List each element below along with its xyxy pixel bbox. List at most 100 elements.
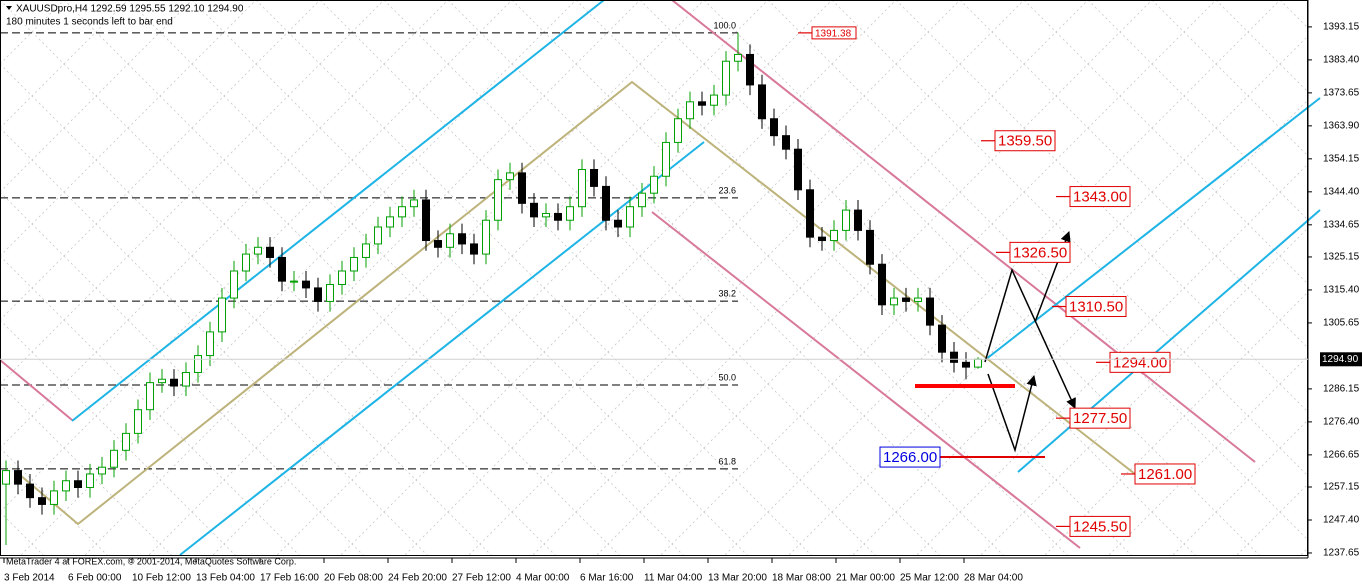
candle-body [914,297,922,302]
channel-line [1017,209,1321,473]
candle-body [338,270,346,286]
candle-body [170,378,178,387]
candle-body [266,246,274,258]
price-label: 1277.50 [1073,410,1127,427]
price-label-box [1134,463,1196,485]
fibo-label: 50.0 [718,372,736,382]
price-label: 1343.00 [1073,189,1127,206]
candle-body [2,470,10,485]
candle-body [410,199,418,208]
y-tick-label: 1315.40 [1323,285,1360,296]
candle-body [602,185,610,221]
channel-line [671,0,1256,463]
candle-body [866,229,874,265]
y-tick-label: 1266.65 [1323,450,1360,461]
price-label: 1359.50 [998,133,1052,150]
candle-body [962,361,970,368]
candle-body [566,206,574,221]
candle-body [758,84,766,120]
candle-body [890,297,898,306]
x-tick-label: 18 Mar 08:00 [772,573,831,584]
x-tick-label: 27 Feb 12:00 [452,573,511,584]
price-label-box [1069,515,1131,537]
candle-body [230,270,238,299]
channel-line [0,359,73,421]
y-tick-label: 1237.65 [1323,548,1360,559]
x-tick-label: 6 Feb 00:00 [68,573,122,584]
arrow [984,267,1076,409]
price-label-box [811,26,857,40]
arrow [987,373,1037,453]
candle-body [938,324,946,353]
candle-body [470,243,478,255]
candle-body [26,483,34,499]
price-label: 1294.00 [1113,354,1167,371]
candle-body [446,233,454,248]
candle-body [902,297,910,302]
candle-body [950,351,958,363]
price-label-box [1109,351,1171,373]
candle-body [842,209,850,231]
candle-body [194,355,202,373]
candle-body [134,409,142,434]
last-price-box [1320,352,1362,367]
candle-body [782,135,790,150]
price-label: 1261.00 [1138,466,1192,483]
y-tick-label: 1383.40 [1323,55,1360,66]
candle-body [746,53,754,86]
y-tick-label: 1334.65 [1323,219,1360,230]
candle-body [50,490,58,505]
candle-body [590,168,598,187]
candle-body [554,212,562,221]
x-tick-label: 25 Mar 12:00 [900,573,959,584]
candle-body [698,101,706,106]
price-label-box [1009,241,1071,263]
x-tick-label: 4 Mar 00:00 [516,573,570,584]
y-tick-label: 1325.15 [1323,252,1360,263]
y-tick-label: 1257.15 [1323,482,1360,493]
x-tick-label: 3 Feb 2014 [4,573,55,584]
menu-triangle [6,6,12,10]
candle-body [518,172,526,204]
candle-body [974,358,982,368]
candle-body [326,284,334,302]
candle-body [14,470,22,485]
candle-body [362,243,370,258]
candle-body [818,236,826,242]
candle-body [434,240,442,248]
fibo-label: 100.0 [713,20,736,30]
candle-body [158,378,166,384]
price-label: 1266.00 [883,449,937,466]
price-label-box [994,130,1056,152]
candle-body [482,219,490,255]
candle-body [734,53,742,62]
y-tick-label: 1286.15 [1323,384,1360,395]
price-label-box [1069,407,1131,429]
candle-body [686,101,694,120]
price-label: 1326.50 [1013,244,1067,261]
y-tick-label: 1354.15 [1323,153,1360,164]
candle-body [350,256,358,272]
x-tick-label: 13 Mar 20:00 [708,573,767,584]
candle-body [182,371,190,387]
price-label: 1245.50 [1073,518,1127,535]
channel-line [984,97,1321,361]
candle-body [206,331,214,357]
price-label-box [879,446,941,468]
candle-body [806,189,814,238]
x-tick-label: 6 Mar 16:00 [580,573,634,584]
candle-body [710,94,718,106]
candle-body [278,256,286,282]
y-tick-label: 1363.90 [1323,120,1360,131]
candle-body [662,141,670,177]
candle-body [578,168,586,208]
candle-body [38,497,46,505]
candle-body [98,466,106,475]
candle-body [638,192,646,208]
y-tick-label: 1373.65 [1323,88,1360,99]
candle-body [926,297,934,326]
candle-body [854,209,862,231]
y-tick-label: 1247.40 [1323,515,1360,526]
candle-body [74,480,82,489]
